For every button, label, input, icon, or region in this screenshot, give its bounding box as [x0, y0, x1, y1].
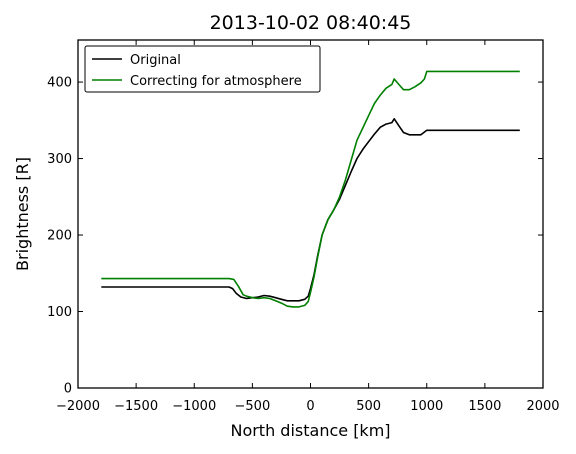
- x-tick-label: 2000: [526, 399, 559, 414]
- series-group: [101, 70, 520, 308]
- tick-labels: −2000 −1500 −1000 −500 0 500 1000 1500 2000 0 100 2…: [47, 76, 559, 414]
- legend-label-original: Original: [130, 53, 181, 68]
- x-tick-label: −2000: [56, 399, 100, 414]
- y-tick-label: 0: [64, 382, 72, 397]
- x-tick-label: −1000: [172, 399, 216, 414]
- x-tick-label: 1000: [410, 399, 443, 414]
- legend-box: [84, 45, 321, 93]
- legend: Original Correcting for atmosphere: [84, 45, 321, 93]
- x-axis-label: North distance [km]: [230, 421, 390, 440]
- x-tick-label: −1500: [114, 399, 158, 414]
- y-tick-label: 400: [47, 76, 72, 91]
- series-line-corrected: [101, 70, 520, 308]
- y-tick-label: 300: [47, 152, 72, 167]
- series-line-original: [101, 118, 520, 302]
- y-tick-label: 100: [47, 305, 72, 320]
- x-tick-label: 1500: [468, 399, 501, 414]
- chart-title: 2013-10-02 08:40:45: [210, 12, 412, 34]
- y-axis-label: Brightness [R]: [13, 157, 32, 271]
- x-tick-label: 0: [306, 399, 314, 414]
- plot-frame: [77, 39, 544, 389]
- x-tick-label: 500: [356, 399, 381, 414]
- legend-label-corrected: Correcting for atmosphere: [130, 74, 302, 89]
- x-tick-label: −500: [235, 399, 271, 414]
- y-tick-label: 200: [47, 229, 72, 244]
